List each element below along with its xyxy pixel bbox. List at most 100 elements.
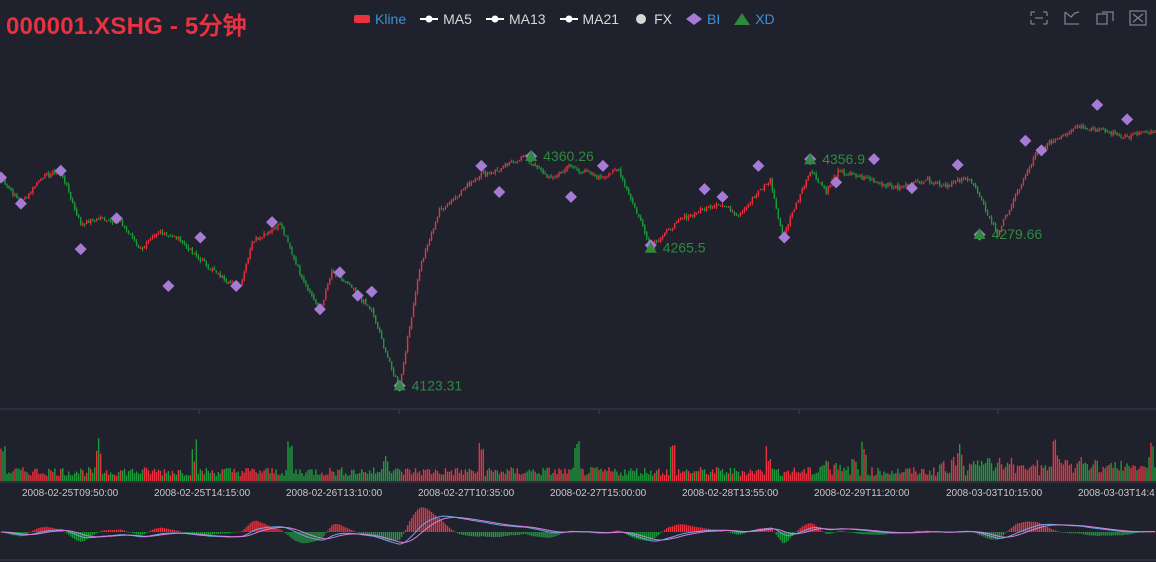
volume-bar [767,461,770,481]
volume-bar [394,468,397,481]
macd-bar [245,527,247,532]
macd-bar [1076,532,1078,534]
candle [80,216,82,226]
candle [1000,225,1003,233]
volume-bar [6,473,8,481]
candle [1022,178,1025,186]
data-view-icon[interactable] [1095,9,1115,27]
candle [1088,129,1090,131]
volume-bar [715,467,718,481]
macd-bar [125,531,128,532]
candle [34,186,36,190]
macd-panel [0,507,1156,545]
volume-bar [773,469,776,481]
candle [943,183,945,186]
macd-bar [1124,532,1126,535]
volume-bar [111,474,114,481]
macd-bar [851,532,853,533]
candle [697,210,700,214]
macd-bar [658,532,660,535]
candle [560,171,562,174]
candle [721,202,724,208]
legend-item-ma5[interactable]: MA5 [420,10,472,28]
candle [101,216,104,219]
volume-bar [911,473,913,481]
macd-bar [1088,532,1090,536]
macd-bar [538,532,540,537]
volume-bar [598,469,600,481]
macd-bar [1040,523,1043,532]
candle [378,326,381,333]
candle [12,187,14,198]
macd-bar [215,532,217,535]
legend-item-ma21[interactable]: MA21 [559,10,619,28]
candle [56,172,58,175]
volume-bar [602,471,604,481]
volume-bar [584,475,586,481]
legend-item-kline[interactable]: Kline [354,10,406,28]
candle [219,271,221,278]
macd-bar [129,532,132,533]
candle [984,201,987,213]
candle [986,209,989,217]
macd-bar [648,532,650,541]
macd-bar [662,531,664,533]
volume-bar [1122,470,1124,481]
volume-bar [56,475,58,481]
volume-bar [1092,464,1094,481]
candle [452,197,455,202]
macd-bar [361,532,363,535]
volume-bar [498,474,500,481]
volume-bar [1032,464,1035,481]
candle [855,173,857,179]
xd-value-label: 4279.66 [992,226,1043,242]
zoom-reset-icon[interactable] [1062,9,1082,27]
volume-bar [648,474,650,481]
xd-point [525,149,538,161]
macd-bar [665,528,668,532]
candle [32,186,34,196]
candle [797,199,799,204]
volume-bar [777,468,780,481]
candle [1082,123,1084,130]
volume-bar [259,470,261,481]
volume-bar [634,471,636,481]
volume-bar [187,475,190,481]
candle [275,225,277,230]
legend-item-bi[interactable]: BI [685,10,720,28]
macd-bar [351,530,353,532]
macd-bar [664,529,666,532]
macd-bar [687,525,690,532]
candle [390,361,393,371]
legend-label: MA13 [508,11,546,27]
macd-bar [865,532,867,535]
zoom-select-icon[interactable] [1029,9,1049,27]
legend-item-ma13[interactable]: MA13 [485,10,546,28]
candle [309,288,311,294]
legend-item-fx[interactable]: FX [633,10,672,28]
macd-bar [113,529,116,532]
candle [1030,163,1033,169]
macd-bar [181,531,184,533]
macd-bar [524,532,526,535]
macd-bar [771,529,774,532]
candle [769,177,772,186]
macd-bar [1022,522,1025,532]
legend-item-xd[interactable]: XD [734,10,775,28]
macd-bar [974,532,977,534]
volume-bar [725,472,728,481]
candle [325,288,327,301]
candle [373,307,375,318]
restore-icon[interactable] [1128,9,1148,27]
volume-bar [44,474,46,481]
volume-bar [139,473,142,481]
macd-bar [1012,526,1015,532]
candle [572,165,574,169]
macd-bar [74,532,76,540]
macd-bar [24,532,26,535]
macd-bar [1050,528,1053,532]
macd-bar [992,532,995,540]
candle [562,170,564,174]
macd-bar [141,532,144,535]
